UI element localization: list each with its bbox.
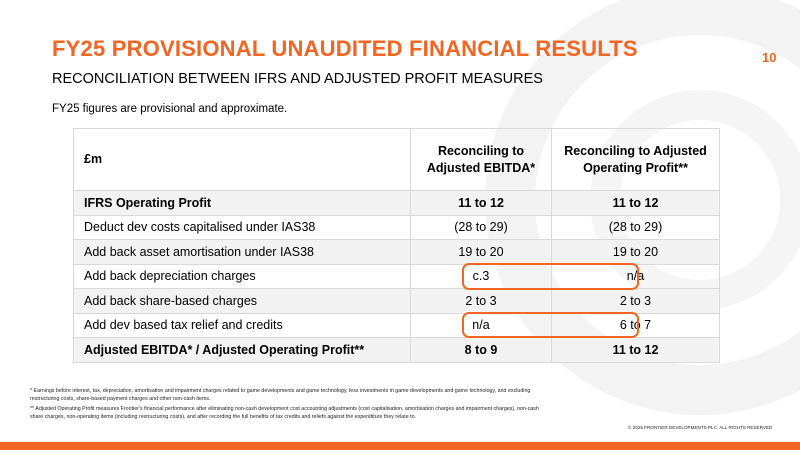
column-header: Reconciling to Adjusted EBITDA*: [410, 128, 552, 191]
page-number: 10: [762, 50, 777, 65]
footnotes: * Earnings before interest, tax, depreci…: [30, 388, 550, 424]
column-header: £m: [73, 128, 411, 191]
label-cell: Add dev based tax relief and credits: [73, 312, 411, 338]
header-row: £m Reconciling to Adjusted EBITDA* Reconci…: [73, 128, 720, 191]
value-cell: n/a: [410, 312, 552, 338]
value-cell: 11 to 12: [410, 190, 552, 216]
value-cell: 11 to 12: [551, 337, 720, 363]
value-cell: 2 to 3: [551, 288, 720, 314]
label-cell: Add back depreciation charges: [73, 263, 411, 289]
footnote: * Earnings before interest, tax, depreci…: [30, 388, 531, 402]
label-cell: Add back asset amortisation under IAS38: [73, 239, 411, 265]
copyright: © 2025 FRONTIER DEVELOPMENTS PLC. ALL RI…: [628, 425, 773, 430]
table-row: Add back asset amortisation under IAS38 1…: [73, 239, 720, 265]
column-header: Reconciling to Adjusted Operating Profit…: [551, 128, 720, 191]
bottom-bar: [0, 442, 800, 450]
label-cell: Deduct dev costs capitalised under IAS38: [73, 214, 411, 240]
table-row: Adjusted EBITDA* / Adjusted Operating Pr…: [73, 337, 720, 363]
value-cell: 11 to 12: [551, 190, 720, 216]
label-cell: Adjusted EBITDA* / Adjusted Operating Pr…: [73, 337, 411, 363]
value-cell: 19 to 20: [410, 239, 552, 265]
subtitle: RECONCILIATION BETWEEN IFRS AND ADJUSTED…: [52, 71, 543, 87]
table-row: Deduct dev costs capitalised under IAS38…: [73, 214, 720, 240]
table-row: IFRS Operating Profit 11 to 12 11 to 12: [73, 190, 720, 216]
footnote: ** Adjusted Operating Profit measures Fr…: [30, 406, 539, 420]
note: FY25 figures are provisional and approxi…: [52, 103, 288, 115]
title: FY25 PROVISIONAL UNAUDITED FINANCIAL RES…: [52, 36, 638, 61]
highlight-box: [462, 263, 639, 290]
value-cell: (28 to 29): [410, 214, 552, 240]
highlight-box: [462, 312, 639, 338]
value-cell: (28 to 29): [551, 214, 720, 240]
value-cell: 19 to 20: [551, 239, 720, 265]
label-cell: IFRS Operating Profit: [73, 190, 411, 216]
label-cell: Add back share-based charges: [73, 288, 411, 314]
value-cell: 8 to 9: [410, 337, 552, 363]
value-cell: 2 to 3: [410, 288, 552, 314]
